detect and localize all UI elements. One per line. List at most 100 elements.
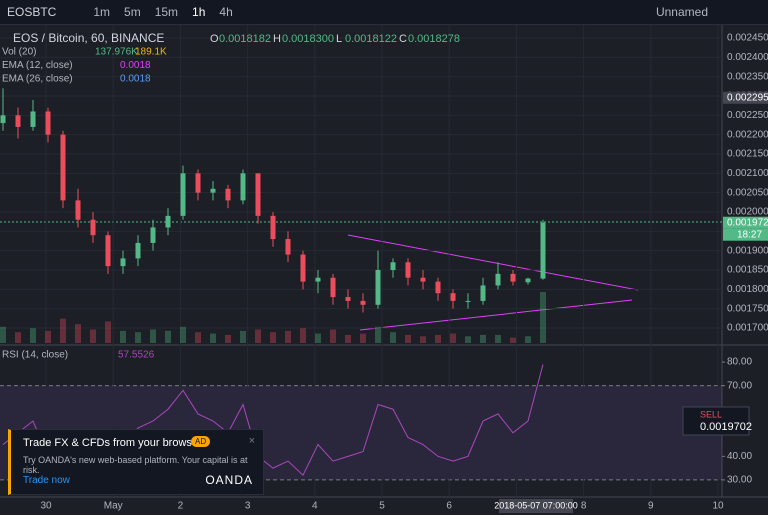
interval-button[interactable]: 1h (192, 5, 206, 19)
sell-label: SELL (700, 409, 722, 419)
indicator-value: 189.1K (135, 47, 167, 58)
trend-line (359, 299, 633, 331)
volume-bar (465, 336, 471, 343)
symbol[interactable]: EOSBTC (7, 5, 57, 19)
candle-body (135, 242, 141, 259)
volume-bar (390, 332, 396, 343)
candle-body (345, 297, 351, 301)
ad-title: Trade FX & CFDs from your browser (23, 437, 202, 449)
ad-banner: Trade FX & CFDs from your browser AD × T… (8, 429, 264, 495)
candle-body (225, 188, 231, 201)
ad-cta[interactable]: Trade now (23, 475, 70, 486)
y-tick-label: 40.00 (727, 451, 752, 462)
rsi-name: RSI (14, close) (2, 350, 68, 361)
volume-bar (525, 336, 531, 343)
interval-button[interactable]: 1m (93, 5, 111, 19)
candle-body (165, 215, 171, 228)
interval-button[interactable]: 4h (219, 5, 233, 19)
ohlc-value: 0.0018122 (345, 33, 397, 45)
ad-text: Try OANDA's new web-based platform. Your… (23, 455, 248, 475)
candle-body (255, 173, 261, 216)
volume-bar (450, 333, 456, 343)
price-tag-label: 0.0019723 (727, 217, 768, 228)
legend-title: EOS / Bitcoin, 60, BINANCE (13, 31, 164, 45)
volume-bar (480, 334, 486, 343)
volume-bar (210, 333, 216, 343)
x-tick-label: 8 (581, 501, 587, 512)
volume-bar (270, 332, 276, 343)
indicator-name: EMA (26, close) (2, 74, 73, 85)
x-tick-label: 6 (446, 501, 452, 512)
ohlc-key: L (336, 33, 342, 45)
candle-body (435, 281, 441, 294)
candle-body (90, 219, 96, 236)
candle-body (195, 173, 201, 193)
volume-bar (150, 329, 156, 343)
volume-bar (375, 326, 381, 343)
volume-bar (345, 334, 351, 343)
volume-bar (0, 326, 6, 343)
candle-body (210, 188, 216, 193)
volume-bar (165, 330, 171, 343)
volume-bar (300, 328, 306, 343)
ohlc-value: 0.0018182 (219, 33, 271, 45)
price-tag-label: 0.0022954 (727, 92, 768, 103)
sell-price: 0.0019702 (700, 421, 752, 433)
interval-button[interactable]: 15m (154, 5, 179, 19)
candle-body (150, 227, 156, 243)
rsi-value: 57.5526 (118, 350, 155, 361)
volume-bar (510, 337, 516, 343)
price-tag (723, 216, 768, 229)
candle-body (375, 269, 381, 305)
ad-badge: AD (191, 436, 211, 447)
candle-body (240, 173, 246, 201)
candle-body (510, 273, 516, 282)
countdown: 18:27 (737, 229, 762, 240)
layout-name[interactable]: Unnamed (655, 5, 708, 19)
intervals: 1m 5m 15m 1h 4h (86, 5, 239, 19)
interval-button[interactable]: 5m (124, 5, 141, 19)
volume-bar (255, 329, 261, 343)
volume-bar (75, 324, 81, 343)
x-tick-label: 9 (648, 501, 654, 512)
candle-body (285, 239, 291, 255)
trend-line (347, 234, 639, 291)
volume-bar (30, 328, 36, 343)
candle-body (465, 300, 471, 302)
volume-bar (120, 330, 126, 343)
indicator-value: 0.0018 (120, 60, 151, 71)
candle-body (45, 111, 51, 135)
sell-box[interactable] (682, 406, 750, 436)
indicator-name: EMA (12, close) (2, 60, 73, 71)
ohlc-value: 0.0018300 (282, 33, 334, 45)
candle-body (120, 258, 126, 267)
x-tick-label: 30 (40, 501, 52, 512)
volume-bar (60, 318, 66, 343)
crosshair-time: 2018-05-07 07:00:00 (494, 500, 578, 510)
volume-bar (435, 334, 441, 343)
volume-bar (225, 334, 231, 343)
price-tag (723, 91, 768, 104)
candle-body (75, 200, 81, 220)
volume-bar (105, 321, 111, 343)
close-button[interactable]: × (248, 435, 255, 447)
candle-body (480, 285, 486, 301)
x-tick-label: 5 (379, 501, 385, 512)
candle-body (15, 115, 21, 127)
x-tick-label: May (104, 501, 123, 512)
candle-body (405, 262, 411, 278)
ad-brand: OANDA (205, 473, 253, 487)
indicator-value: 0.0018 (120, 74, 151, 85)
y-tick-label: 70.00 (727, 380, 752, 391)
volume-bar (15, 332, 21, 343)
candle-body (315, 277, 321, 282)
candle-body (330, 277, 336, 298)
